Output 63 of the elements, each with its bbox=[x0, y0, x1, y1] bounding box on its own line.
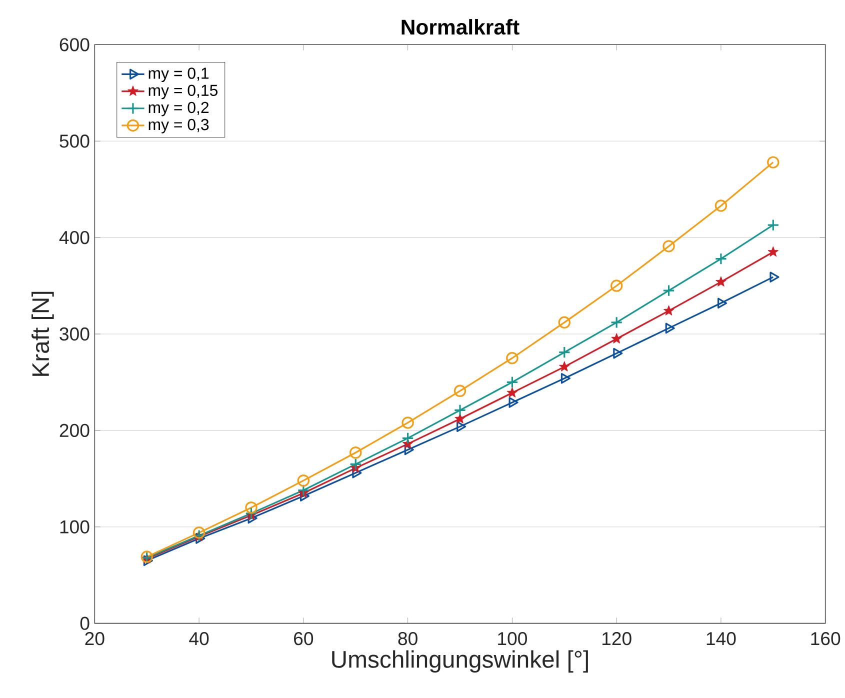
legend-label: my = 0,3 bbox=[148, 118, 209, 134]
y-tick-label: 300 bbox=[60, 327, 90, 341]
point bbox=[245, 507, 258, 520]
legend-label: my = 0,2 bbox=[148, 102, 209, 116]
point bbox=[665, 322, 675, 334]
point bbox=[402, 416, 414, 429]
x-tick-label: 140 bbox=[706, 632, 736, 646]
x-tick-label: 40 bbox=[189, 632, 209, 646]
y-tick-label: 500 bbox=[60, 134, 90, 148]
point bbox=[716, 276, 726, 286]
point bbox=[610, 316, 623, 329]
x-tick-label: 80 bbox=[398, 632, 418, 646]
point bbox=[767, 156, 780, 168]
point bbox=[352, 467, 362, 478]
point bbox=[245, 501, 258, 514]
point bbox=[718, 298, 728, 309]
point bbox=[300, 490, 310, 502]
x-tick-label: 60 bbox=[294, 632, 314, 646]
point bbox=[768, 246, 778, 257]
point bbox=[454, 404, 466, 416]
y-tick-label: 600 bbox=[60, 38, 90, 52]
chart-title: Normalkraft bbox=[402, 19, 520, 35]
x-tick-label: 160 bbox=[811, 632, 840, 646]
point bbox=[454, 413, 466, 424]
point bbox=[560, 372, 571, 384]
y-tick-label: 200 bbox=[60, 424, 90, 438]
point bbox=[714, 200, 728, 212]
point bbox=[456, 421, 466, 432]
point bbox=[558, 346, 571, 358]
point bbox=[454, 384, 466, 398]
y-axis-title: Kraft [N] bbox=[32, 292, 54, 376]
y-tick-label: 100 bbox=[60, 520, 90, 534]
x-tick-label: 20 bbox=[85, 632, 104, 646]
point bbox=[297, 484, 310, 496]
point bbox=[662, 240, 675, 252]
point bbox=[506, 352, 518, 364]
y-tick-label: 400 bbox=[59, 230, 90, 244]
point bbox=[559, 361, 570, 372]
x-axis-title: Umschlingungswinkel [°] bbox=[332, 650, 588, 673]
point bbox=[613, 348, 623, 359]
point bbox=[662, 284, 675, 297]
point bbox=[192, 526, 206, 539]
point bbox=[297, 474, 310, 487]
point bbox=[350, 458, 362, 470]
point bbox=[558, 316, 571, 329]
x-tick-label: 120 bbox=[602, 632, 632, 646]
y-tick-label: 0 bbox=[80, 616, 90, 630]
point bbox=[506, 387, 518, 398]
point bbox=[404, 444, 414, 456]
point bbox=[714, 252, 728, 265]
point bbox=[143, 555, 153, 566]
point bbox=[350, 446, 362, 459]
x-tick-label: 100 bbox=[498, 632, 527, 646]
point bbox=[611, 333, 622, 344]
point bbox=[402, 432, 414, 444]
point bbox=[610, 280, 623, 292]
point bbox=[508, 397, 518, 408]
point bbox=[770, 272, 780, 282]
point bbox=[506, 376, 518, 388]
point bbox=[767, 218, 780, 232]
legend-label: my = 0,15 bbox=[148, 84, 218, 100]
legend-label: my = 0,1 bbox=[148, 68, 209, 82]
point bbox=[663, 305, 674, 316]
